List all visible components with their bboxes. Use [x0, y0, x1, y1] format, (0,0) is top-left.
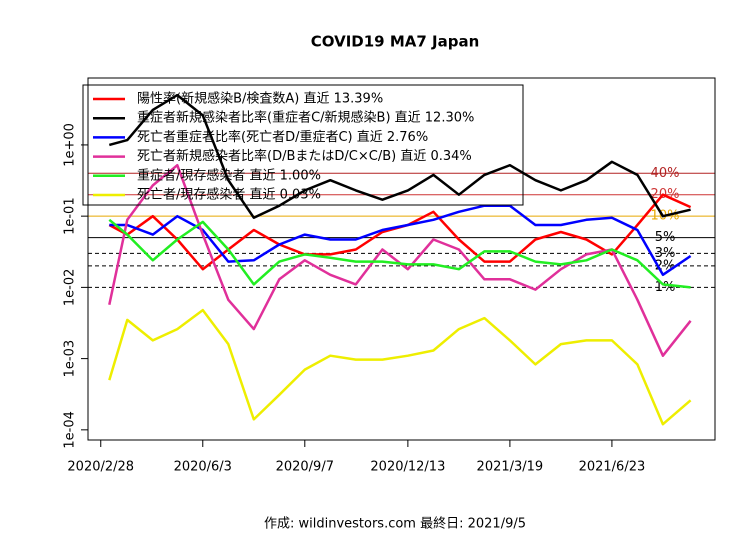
- footer: 作成: wildinvestors.com 最終日: 2021/9/5: [264, 516, 526, 532]
- reference-label: 1%: [655, 280, 676, 295]
- x-tick-label: 2020/2/28: [67, 460, 134, 475]
- series-line: [108, 163, 692, 357]
- legend-label: 重症者新規感染者比率(重症者C/新規感染B) 直近 12.30%: [137, 110, 474, 126]
- reference-label: 3%: [655, 246, 676, 261]
- chart-title: COVID19 MA7 Japan: [311, 33, 480, 51]
- reference-label: 5%: [655, 230, 676, 245]
- y-tick-label: 1e-02: [63, 269, 78, 307]
- y-tick-label: 1e-03: [63, 340, 78, 378]
- legend-label: 陽性率(新規感染B/検査数A) 直近 13.39%: [137, 91, 383, 107]
- x-tick-label: 2021/3/19: [477, 460, 544, 475]
- x-tick-label: 2020/6/3: [174, 460, 232, 475]
- legend-label: 重症者/現存感染者 直近 1.00%: [137, 167, 321, 183]
- series-line: [108, 308, 692, 426]
- series-line: [108, 93, 691, 219]
- y-tick-label: 1e-04: [63, 411, 78, 449]
- x-tick-label: 2020/9/7: [276, 460, 334, 475]
- legend-label: 死亡者重症者比率(死亡者D/重症者C) 直近 2.76%: [137, 129, 428, 145]
- y-tick-label: 1e+00: [63, 123, 78, 167]
- legend-box: [82, 84, 524, 206]
- plot-frame: [87, 77, 716, 441]
- legend-label: 死亡者新規感染者比率(D/BまたはD/C×C/B) 直近 0.34%: [137, 148, 472, 164]
- legend-label: 死亡者/現存感染者 直近 0.03%: [137, 187, 321, 203]
- reference-label: 40%: [651, 166, 680, 181]
- y-tick-label: 1e-01: [63, 197, 78, 235]
- x-tick-label: 2020/12/13: [370, 460, 445, 475]
- series-line: [109, 204, 692, 277]
- series-line: [108, 218, 691, 289]
- x-tick-label: 2021/6/23: [579, 460, 646, 475]
